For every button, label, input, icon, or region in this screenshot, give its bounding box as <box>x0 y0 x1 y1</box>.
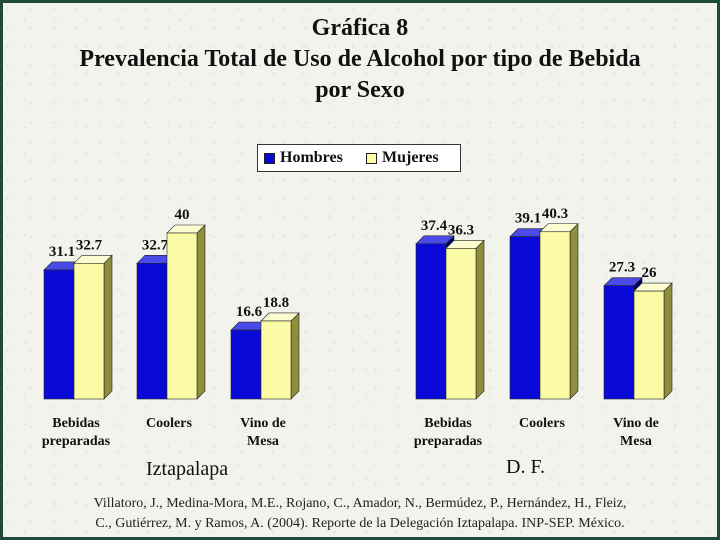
chart-title: Gráfica 8 Prevalencia Total de Uso de Al… <box>3 13 717 106</box>
citation: Villatoro, J., Medina-Mora, M.E., Rojano… <box>3 494 717 534</box>
citation-line-2: C., Gutiérrez, M. y Ramos, A. (2004). Re… <box>95 516 625 531</box>
legend: Hombres Mujeres <box>257 144 461 172</box>
bar-d-f-coolers-mujeres <box>539 223 579 400</box>
category-label-iztapalapa-coolers: Coolers <box>146 416 192 431</box>
value-label-d-f-bebidas-preparadas-mujeres: 36.3 <box>448 222 474 238</box>
value-label-iztapalapa-coolers-mujeres: 40 <box>175 207 190 223</box>
category-label-iztapalapa-bebidas-preparadas: Bebidas preparadas <box>42 416 111 449</box>
title-line-1: Gráfica 8 <box>311 15 409 41</box>
legend-swatch-hombres <box>264 153 275 164</box>
legend-swatch-mujeres <box>366 153 377 164</box>
category-label-iztapalapa-vino-de-mesa: Vino de Mesa <box>240 416 286 449</box>
value-label-iztapalapa-bebidas-preparadas-hombres: 31.1 <box>49 244 75 260</box>
value-label-iztapalapa-coolers-hombres: 32.7 <box>142 237 169 253</box>
value-label-d-f-bebidas-preparadas-hombres: 37.4 <box>421 218 448 234</box>
bar-iztapalapa-bebidas-preparadas-mujeres <box>73 254 113 400</box>
value-label-d-f-coolers-mujeres: 40.3 <box>542 206 568 222</box>
category-label-d-f-vino-de-mesa: Vino de Mesa <box>613 416 659 449</box>
value-label-d-f-vino-de-mesa-hombres: 27.3 <box>609 260 635 276</box>
bar-d-f-bebidas-preparadas-mujeres <box>445 239 485 400</box>
group-label-iztapalapa: Iztapalapa <box>146 458 229 480</box>
value-label-iztapalapa-vino-de-mesa-mujeres: 18.8 <box>263 295 289 311</box>
value-label-d-f-coolers-hombres: 39.1 <box>515 211 541 227</box>
bar-iztapalapa-coolers-mujeres <box>166 224 206 400</box>
citation-line-1: Villatoro, J., Medina-Mora, M.E., Rojano… <box>93 496 627 511</box>
value-label-iztapalapa-bebidas-preparadas-mujeres: 32.7 <box>76 237 103 253</box>
category-label-d-f-bebidas-preparadas: Bebidas preparadas <box>414 416 483 449</box>
legend-label-hombres: Hombres <box>280 149 343 166</box>
value-label-iztapalapa-vino-de-mesa-hombres: 16.6 <box>236 304 263 320</box>
category-label-d-f-coolers: Coolers <box>519 416 565 431</box>
slide: Gráfica 8 Prevalencia Total de Uso de Al… <box>3 3 717 537</box>
legend-label-mujeres: Mujeres <box>382 149 439 166</box>
title-line-2: Prevalencia Total de Uso de Alcohol por … <box>79 46 641 72</box>
group-label-df: D. F. <box>506 456 545 478</box>
value-label-d-f-vino-de-mesa-mujeres: 26 <box>642 265 658 281</box>
title-line-3: por Sexo <box>315 77 405 103</box>
bar-iztapalapa-vino-de-mesa-mujeres <box>260 312 300 400</box>
bar-d-f-vino-de-mesa-mujeres <box>633 282 673 400</box>
